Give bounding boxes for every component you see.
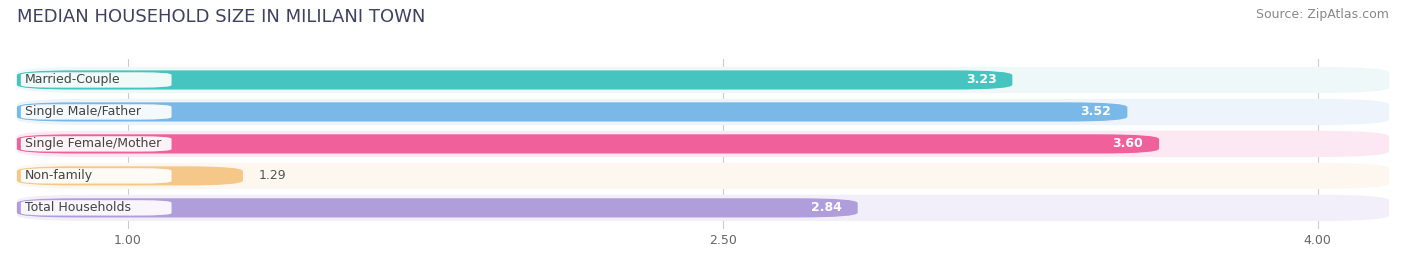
Text: Total Households: Total Households [25, 201, 131, 214]
FancyBboxPatch shape [17, 102, 1128, 122]
Text: MEDIAN HOUSEHOLD SIZE IN MILILANI TOWN: MEDIAN HOUSEHOLD SIZE IN MILILANI TOWN [17, 8, 425, 26]
Text: 3.52: 3.52 [1081, 105, 1112, 118]
FancyBboxPatch shape [21, 136, 172, 152]
FancyBboxPatch shape [17, 198, 858, 217]
FancyBboxPatch shape [17, 70, 1012, 90]
FancyBboxPatch shape [17, 166, 243, 186]
FancyBboxPatch shape [17, 195, 1389, 221]
Text: 2.84: 2.84 [811, 201, 842, 214]
Text: 3.23: 3.23 [966, 73, 997, 86]
FancyBboxPatch shape [17, 131, 1389, 157]
Text: 1.29: 1.29 [259, 169, 287, 182]
Text: Single Female/Mother: Single Female/Mother [25, 137, 162, 150]
Text: Source: ZipAtlas.com: Source: ZipAtlas.com [1256, 8, 1389, 21]
FancyBboxPatch shape [17, 163, 1389, 189]
Text: Single Male/Father: Single Male/Father [25, 105, 141, 118]
FancyBboxPatch shape [17, 99, 1389, 125]
FancyBboxPatch shape [21, 104, 172, 120]
Text: Married-Couple: Married-Couple [25, 73, 121, 86]
Text: Non-family: Non-family [25, 169, 93, 182]
Text: 3.60: 3.60 [1112, 137, 1143, 150]
FancyBboxPatch shape [17, 67, 1389, 93]
FancyBboxPatch shape [21, 168, 172, 183]
FancyBboxPatch shape [17, 134, 1159, 154]
FancyBboxPatch shape [21, 200, 172, 215]
FancyBboxPatch shape [21, 72, 172, 88]
